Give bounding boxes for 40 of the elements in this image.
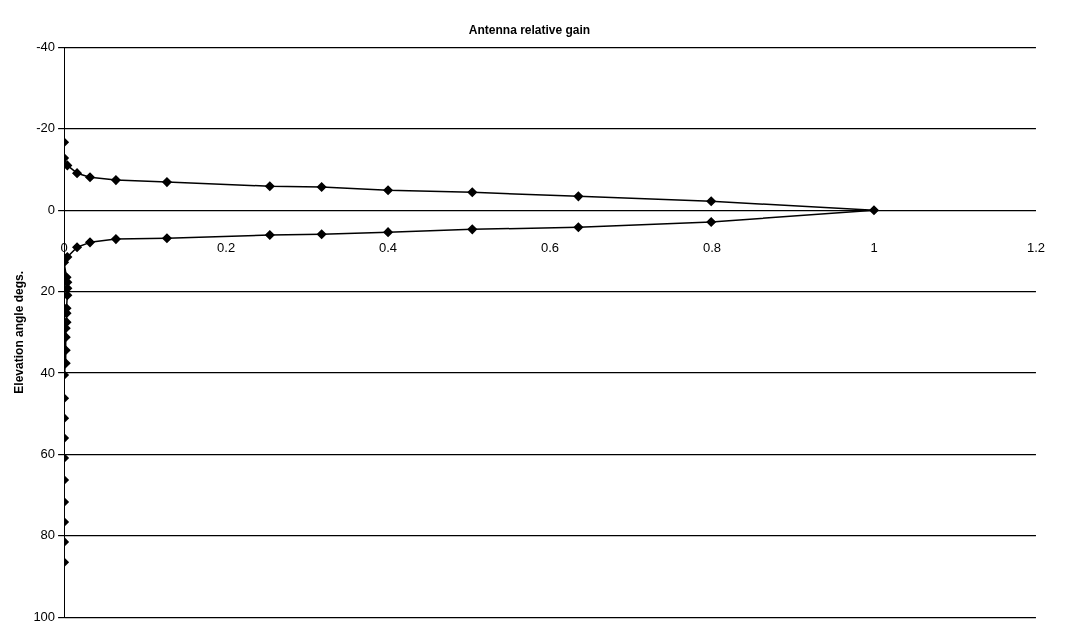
point [573, 191, 584, 202]
x-tick-label: 1.2 [1026, 239, 1045, 255]
y-tick-label: 60 [40, 445, 56, 461]
point [316, 229, 327, 239]
point [64, 252, 73, 262]
x-tick-label: 0.4 [379, 239, 398, 255]
point [467, 224, 478, 235]
chart-title: Antenna relative gain [468, 22, 591, 37]
y-tick-label: 100 [33, 608, 56, 624]
y-tick-label: -20 [36, 120, 56, 136]
point [111, 234, 121, 244]
point [111, 175, 121, 185]
point [706, 196, 716, 206]
y-tick-label: -40 [36, 38, 56, 54]
point [869, 205, 879, 215]
y-tick-label: 40 [40, 364, 56, 380]
point [467, 187, 478, 198]
x-tick-label: 1 [870, 239, 878, 255]
y-axis-title: Elevation angle degs. [11, 270, 26, 394]
point [72, 168, 82, 178]
x-tick-label: 0.6 [540, 239, 560, 255]
point [383, 227, 393, 237]
point [265, 181, 275, 191]
point [85, 237, 95, 248]
y-tick-label: 20 [40, 283, 56, 299]
point [265, 230, 275, 240]
point [85, 172, 95, 182]
point [573, 222, 584, 233]
point [706, 217, 716, 227]
point [316, 182, 327, 192]
point [64, 358, 71, 368]
point [72, 242, 82, 252]
point [64, 160, 73, 171]
y-tick-label: 0 [47, 201, 56, 217]
y-tick-label: 80 [40, 527, 56, 543]
point [162, 177, 172, 187]
x-tick-label: 0.2 [217, 239, 236, 255]
point [162, 233, 172, 244]
point [383, 185, 393, 196]
x-tick-label: 0.8 [702, 239, 722, 255]
